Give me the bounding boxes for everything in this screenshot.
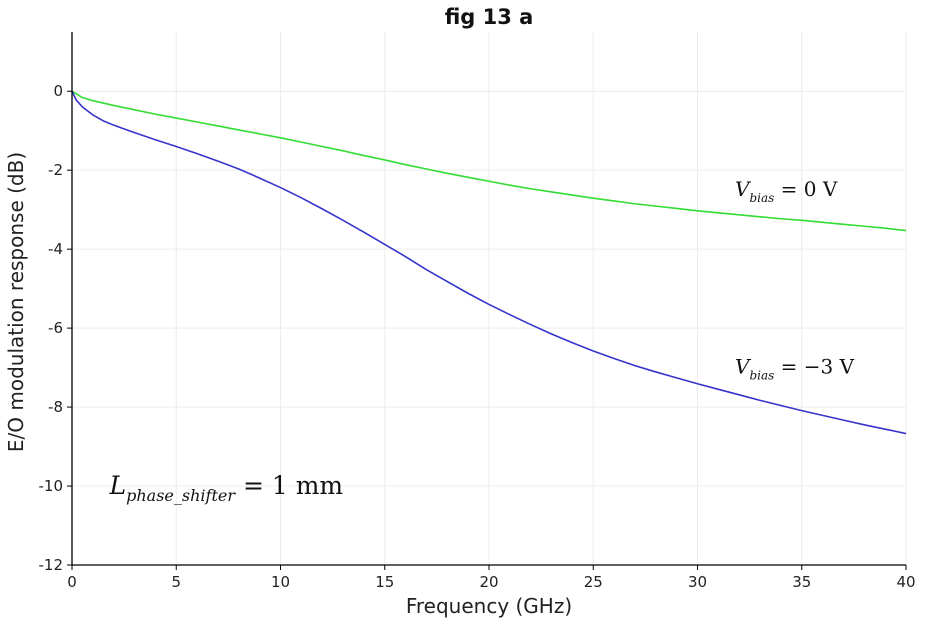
axes: [67, 32, 907, 570]
x-tick-label: 10: [271, 573, 290, 591]
chart-title: fig 13 a: [445, 5, 534, 29]
y-axis-label: E/O modulation response (dB): [4, 152, 28, 452]
y-tick-label: -8: [48, 398, 63, 416]
series-group: [71, 90, 907, 435]
series-line-1: [71, 90, 907, 435]
x-tick-label: 25: [584, 573, 603, 591]
x-tick-label: 35: [792, 573, 811, 591]
grid: [71, 32, 907, 566]
x-tick-label: 15: [375, 573, 394, 591]
y-tick-label: -6: [48, 319, 63, 337]
x-tick-label: 30: [688, 573, 707, 591]
annotation-label: Vbias = 0 V: [735, 177, 838, 205]
x-axis-label: Frequency (GHz): [406, 594, 572, 618]
x-tick-label: 0: [67, 573, 77, 591]
tick-labels: 0 5 10 15 20 25 30 35 40 0 -2 -4 -6 -8 -10 -12: [39, 82, 916, 591]
y-tick-label: -2: [48, 161, 63, 179]
y-tick-label: -12: [39, 556, 64, 574]
x-tick-label: 20: [479, 573, 498, 591]
x-tick-label: 5: [171, 573, 181, 591]
annotation-label: Lphase_shifter = 1 mm: [109, 471, 344, 505]
x-tick-label: 40: [896, 573, 915, 591]
series-line-0: [71, 90, 907, 232]
y-tick-label: 0: [53, 82, 63, 100]
annotation-label: Vbias = −3 V: [735, 355, 855, 383]
y-tick-label: -10: [39, 477, 64, 495]
y-tick-label: -4: [48, 240, 63, 258]
annotations: Vbias = 0 V Vbias = −3 V Lphase_shifter = …: [109, 177, 855, 505]
